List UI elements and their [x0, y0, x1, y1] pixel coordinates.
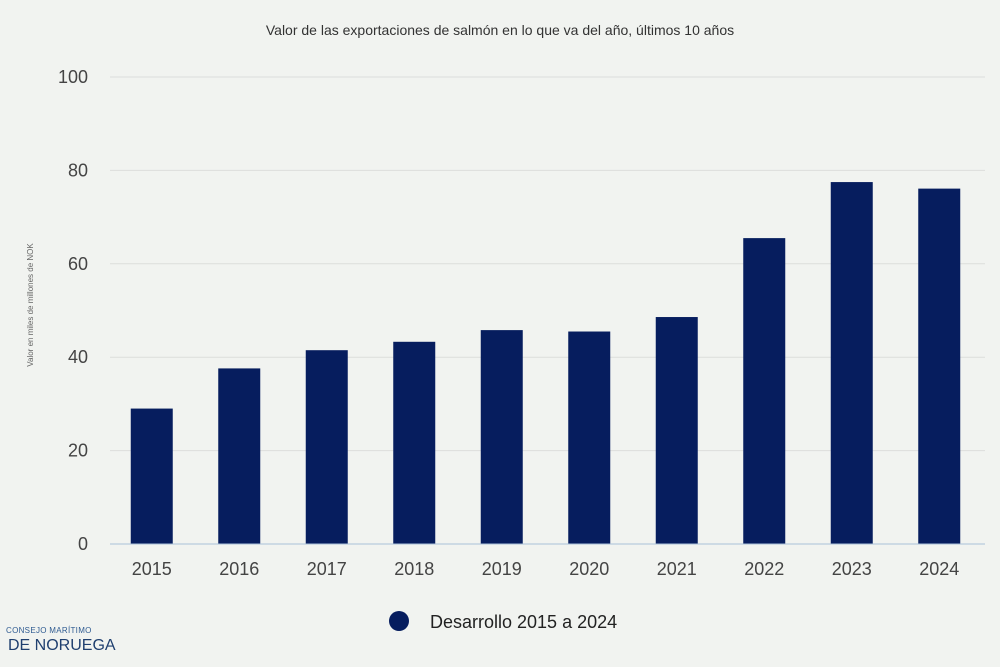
- x-tick-label: 2017: [307, 559, 347, 579]
- x-tick-label: 2022: [744, 559, 784, 579]
- x-tick-label: 2019: [482, 559, 522, 579]
- bar-2020[interactable]: [568, 331, 611, 544]
- bar-2021[interactable]: [655, 317, 698, 544]
- bar-2019[interactable]: [480, 330, 523, 544]
- chart-title: Valor de las exportaciones de salmón en …: [266, 22, 734, 38]
- y-axis-label: Valor en miles de millones de NOK: [26, 243, 35, 367]
- bar-2016[interactable]: [218, 368, 261, 544]
- y-tick-label: 60: [68, 254, 88, 274]
- y-tick-label: 80: [68, 160, 88, 180]
- brand-logo: CONSEJO MARÍTIMO DE NORUEGA: [6, 626, 116, 656]
- x-tick-label: 2021: [657, 559, 697, 579]
- x-tick-label: 2023: [832, 559, 872, 579]
- bar-2024[interactable]: [918, 188, 961, 544]
- bar-2015[interactable]: [130, 408, 173, 544]
- x-tick-label: 2015: [132, 559, 172, 579]
- y-tick-label: 20: [68, 441, 88, 461]
- bar-2023[interactable]: [830, 182, 873, 544]
- x-tick-label: 2020: [569, 559, 609, 579]
- legend[interactable]: Desarrollo 2015 a 2024: [389, 611, 617, 632]
- bar-2018[interactable]: [393, 341, 436, 544]
- x-tick-label: 2018: [394, 559, 434, 579]
- y-tick-label: 0: [78, 534, 88, 554]
- bar-2022[interactable]: [743, 238, 786, 545]
- brand-line2: DE NORUEGA: [8, 637, 116, 654]
- bars: [130, 182, 961, 545]
- y-tick-label: 40: [68, 347, 88, 367]
- legend-label: Desarrollo 2015 a 2024: [430, 612, 617, 632]
- brand-line1: CONSEJO MARÍTIMO: [6, 626, 92, 635]
- bar-2017[interactable]: [305, 350, 348, 544]
- x-axis-ticks: 2015 2016 2017 2018 2019 2020 2021 2022 2023 2024: [132, 559, 960, 579]
- legend-marker: [389, 611, 409, 631]
- y-tick-label: 100: [58, 67, 88, 87]
- x-tick-label: 2024: [919, 559, 959, 579]
- y-axis-ticks: 0 20 40 60 80 100: [58, 67, 88, 554]
- x-tick-label: 2016: [219, 559, 259, 579]
